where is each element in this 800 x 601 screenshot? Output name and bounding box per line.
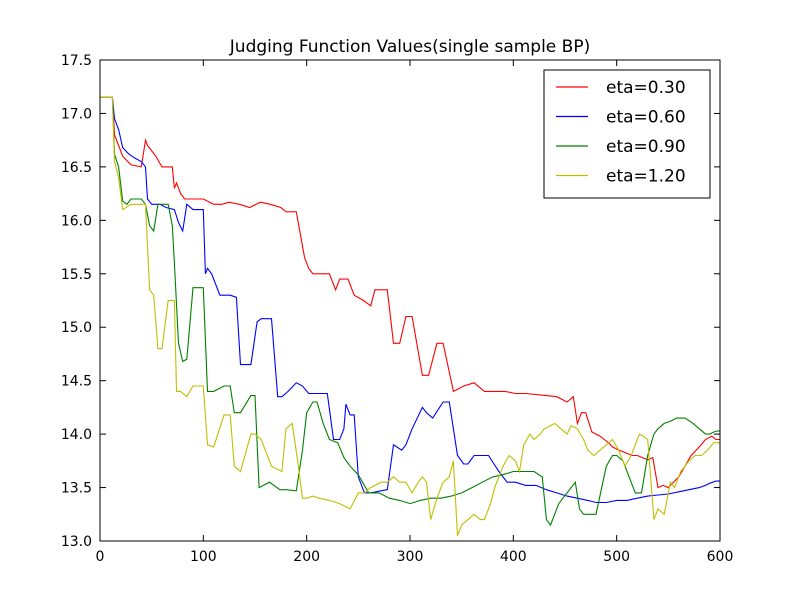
- chart-title: Judging Function Values(single sample BP…: [229, 37, 590, 57]
- x-tick-label: 0: [96, 549, 105, 565]
- series-line-2: [100, 96, 720, 504]
- series-line-3: [100, 96, 720, 527]
- y-tick-label: 15.0: [61, 320, 92, 336]
- y-tick-label: 16.5: [61, 160, 92, 176]
- series-line-1: [100, 96, 720, 489]
- x-tick-label: 500: [603, 549, 630, 565]
- y-tick-label: 14.5: [61, 374, 92, 390]
- x-tick-label: 600: [707, 549, 734, 565]
- y-tick-label: 13.5: [61, 481, 92, 497]
- series-layer: [100, 96, 720, 536]
- legend-box: [543, 69, 711, 199]
- y-tick-label: 15.5: [61, 267, 92, 283]
- y-axis: 13.0 13.5 14.0 14.5 15.0 15.5 16.0 16.5 17.0 17.5: [61, 53, 720, 550]
- y-tick-label: 16.0: [61, 213, 92, 229]
- legend: eta=0.30 eta=0.60 eta=0.90 eta=1.20: [543, 69, 711, 199]
- y-tick-label: 14.0: [61, 427, 92, 443]
- x-tick-label: 100: [190, 549, 217, 565]
- legend-label: eta=0.90: [606, 137, 686, 157]
- y-tick-label: 17.5: [61, 53, 92, 69]
- y-tick-label: 13.0: [61, 534, 92, 550]
- x-tick-label: 200: [293, 549, 320, 565]
- legend-label: eta=0.30: [606, 78, 686, 98]
- x-axis: 0 100 200 300 400 500 600: [96, 60, 734, 565]
- y-tick-label: 17.0: [61, 106, 92, 122]
- legend-label: eta=1.20: [606, 167, 686, 187]
- legend-label: eta=0.60: [606, 108, 686, 128]
- x-tick-label: 400: [500, 549, 527, 565]
- x-tick-label: 300: [397, 549, 424, 565]
- series-line-4: [100, 96, 720, 536]
